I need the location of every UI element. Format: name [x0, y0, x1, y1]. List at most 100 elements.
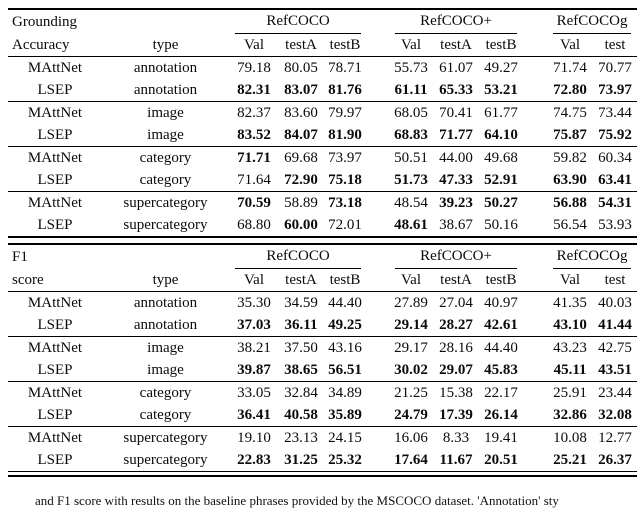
cell-value: 68.05: [394, 105, 428, 121]
cell-value: 25.21: [553, 452, 587, 468]
cell-method: MAttNet: [27, 60, 83, 76]
group-header-refcocog: RefCOCOg: [547, 244, 637, 269]
table-row: LSEP category 36.41 40.58 35.89 24.79 17.39 26.…: [8, 404, 638, 427]
cell-value: 17.64: [394, 452, 428, 468]
cell-value: 44.00: [439, 150, 473, 166]
cell-value: 83.07: [279, 79, 323, 102]
column-spacer: [367, 314, 390, 337]
cell-value: 29.07: [433, 359, 480, 382]
cell-value: 40.58: [279, 404, 323, 427]
group-header-refcoco: RefCOCO: [229, 244, 367, 269]
cell-value: 71.74: [553, 60, 587, 76]
cell-type: category: [102, 169, 229, 192]
cell-method: LSEP: [8, 404, 102, 427]
column-spacer: [523, 9, 547, 34]
column-spacer: [523, 169, 548, 192]
cell-type: annotation: [133, 295, 198, 311]
column-spacer: [367, 124, 390, 147]
cell-value: 24.79: [389, 404, 434, 427]
cell-value: 50.16: [484, 217, 518, 233]
column-spacer: [523, 147, 547, 170]
cell-value: 52.91: [479, 169, 524, 192]
column-spacer: [523, 404, 548, 427]
cell-value: 84.07: [279, 124, 323, 147]
col-header-val: Val: [229, 34, 279, 57]
cell-value: 61.11: [389, 79, 434, 102]
cell-value: 72.80: [547, 79, 594, 102]
table-row: MAttNet image 38.21 37.50 43.16 29.17 28.16 44.…: [8, 337, 637, 360]
cell-value: 68.80: [237, 217, 271, 233]
cell-value: 68.83: [389, 124, 434, 147]
cell-value: 33.05: [237, 385, 271, 401]
table-row: MAttNet category 33.05 32.84 34.89 21.25 15.38…: [8, 382, 637, 405]
cell-value: 71.77: [433, 124, 480, 147]
cell-value: 17.39: [433, 404, 480, 427]
col-header-testb: testB: [479, 34, 524, 57]
table-row: MAttNet supercategory 19.10 23.13 24.15 16.06…: [8, 427, 637, 450]
cell-value: 63.90: [547, 169, 594, 192]
col-header-testb: testB: [323, 269, 368, 292]
cell-value: 44.40: [484, 340, 518, 356]
col-header-test: test: [593, 269, 638, 292]
column-spacer: [523, 337, 547, 360]
cell-method: MAttNet: [27, 340, 83, 356]
grounding-accuracy-table: Grounding RefCOCO RefCOCO+ RefCOCOg Accu…: [8, 8, 638, 238]
cell-value: 49.68: [484, 150, 518, 166]
cell-value: 22.83: [237, 452, 271, 468]
cell-method: MAttNet: [27, 295, 83, 311]
cell-value: 40.03: [598, 295, 632, 311]
cell-value: 78.71: [328, 60, 362, 76]
cell-type: image: [102, 359, 229, 382]
cell-value: 50.51: [394, 150, 428, 166]
cell-value: 79.97: [328, 105, 362, 121]
sub-header-row: score type Val testA testB Val testA tes…: [8, 269, 638, 292]
f1-score-table: F1 RefCOCO RefCOCO+ RefCOCOg score type …: [8, 243, 638, 472]
cell-value: 70.77: [598, 60, 632, 76]
cell-value: 61.77: [484, 105, 518, 121]
cell-type: supercategory: [123, 195, 208, 211]
column-spacer: [523, 192, 547, 215]
table-row: MAttNet supercategory 70.59 58.89 73.18 48.54…: [8, 192, 637, 215]
table-row: MAttNet annotation 35.30 34.59 44.40 27.89 27.…: [8, 292, 637, 315]
cell-value: 61.07: [439, 60, 473, 76]
cell-value: 73.18: [328, 195, 362, 211]
table-row: LSEP supercategory 22.83 31.25 25.32 17.64 11.…: [8, 449, 637, 472]
cell-value: 56.51: [323, 359, 368, 382]
column-spacer: [523, 124, 548, 147]
cell-value: 43.51: [593, 359, 638, 382]
cell-value: 30.02: [389, 359, 434, 382]
cell-value: 70.41: [439, 105, 473, 121]
column-spacer: [367, 382, 389, 405]
column-spacer: [367, 449, 389, 472]
column-spacer: [523, 79, 548, 102]
cell-value: 72.01: [328, 217, 362, 233]
column-spacer: [367, 34, 390, 57]
cell-value: 37.50: [284, 340, 318, 356]
cell-value: 82.31: [229, 79, 279, 102]
cell-type: category: [139, 385, 192, 401]
cell-value: 43.23: [553, 340, 587, 356]
table-row: LSEP annotation 37.03 36.11 49.25 29.14 28.27 4…: [8, 314, 638, 337]
cell-value: 19.10: [237, 430, 271, 446]
cell-value: 56.54: [553, 217, 587, 233]
cell-type: supercategory: [123, 452, 208, 468]
grounding-accuracy-body: MAttNet annotation 79.18 80.05 78.71 55.73 61.…: [8, 57, 638, 238]
cell-value: 35.30: [237, 295, 271, 311]
cell-value: 75.92: [593, 124, 638, 147]
cell-value: 55.73: [394, 60, 428, 76]
cell-value: 21.25: [394, 385, 428, 401]
column-spacer: [523, 34, 548, 57]
cell-method: LSEP: [8, 314, 102, 337]
group-header-row: F1 RefCOCO RefCOCO+ RefCOCOg: [8, 244, 637, 269]
table-bottom-double-rule: [8, 472, 637, 477]
column-spacer: [523, 314, 548, 337]
cell-method: MAttNet: [27, 385, 83, 401]
cell-value: 83.52: [229, 124, 279, 147]
column-spacer: [523, 449, 547, 472]
column-spacer: [367, 147, 389, 170]
cell-value: 73.44: [598, 105, 632, 121]
cell-value: 47.33: [433, 169, 480, 192]
col-header-val: Val: [389, 269, 434, 292]
cell-value: 48.61: [394, 217, 428, 233]
cell-value: 42.61: [479, 314, 524, 337]
